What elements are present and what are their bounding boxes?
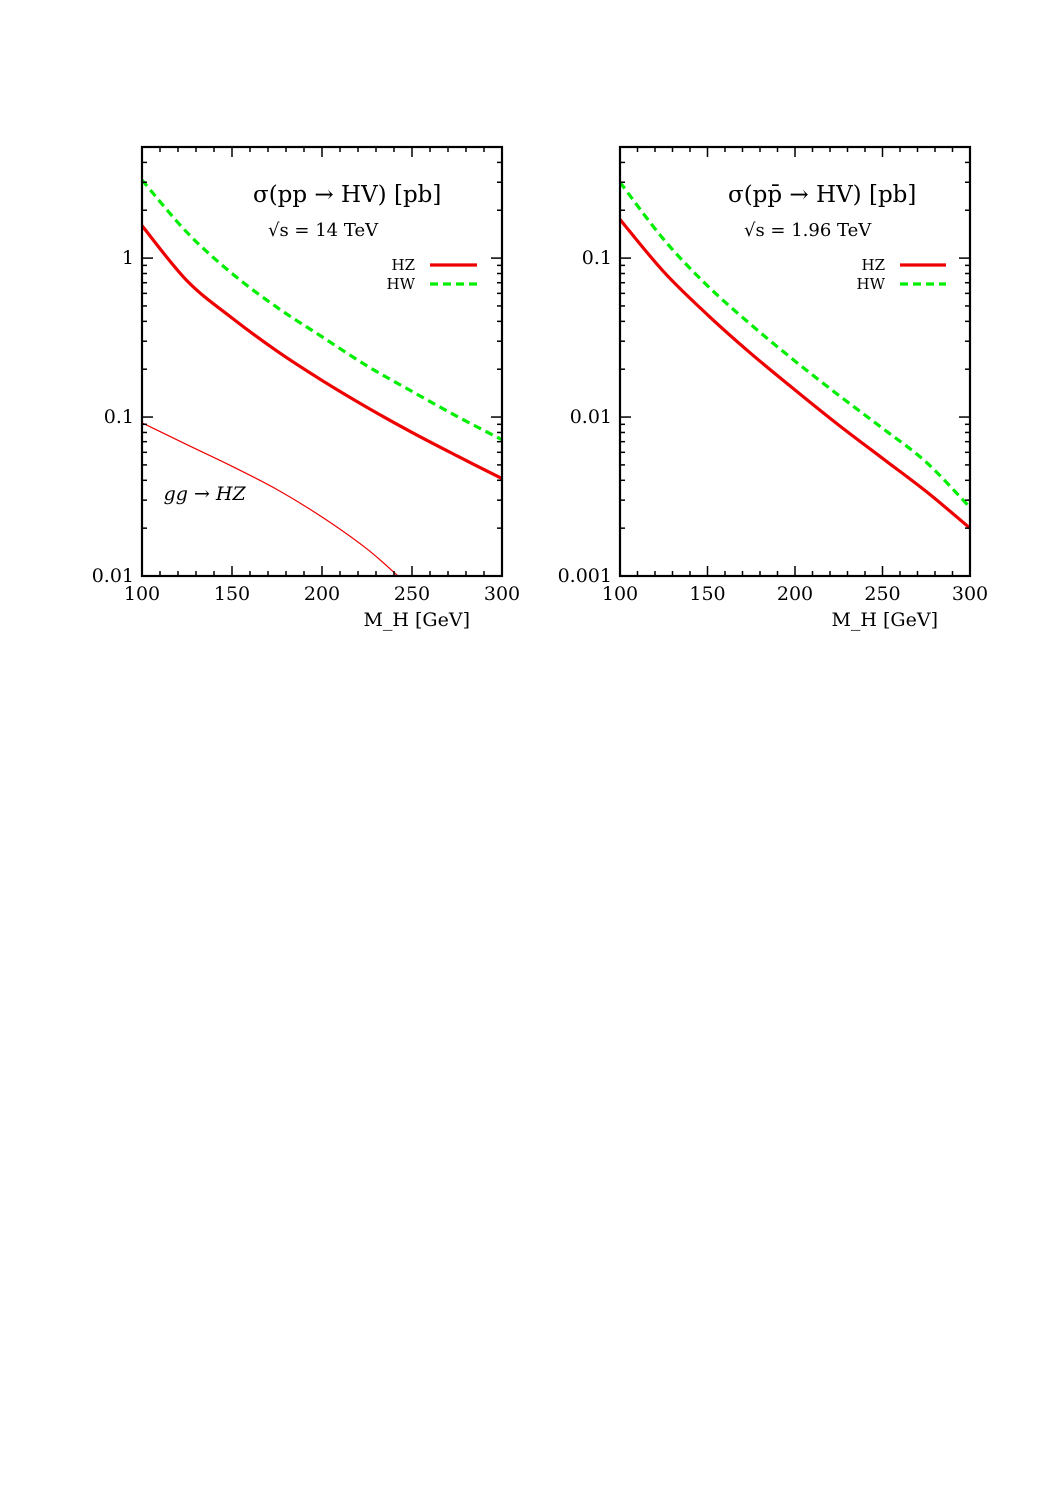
x-tick-label: 300 [484,583,520,605]
series-line-hz [620,218,970,530]
y-tick-label: 0.1 [104,406,134,428]
right-chart-panel: 100 150 200 250 300 0.001 0.01 0.1 M_H [GeV] σ(pp… [558,145,988,631]
x-tick-label: 300 [952,583,988,605]
x-tick-label: 250 [864,583,900,605]
series-line-gg-hz [142,422,399,576]
series-line-hw [142,178,502,442]
x-tick-label: 150 [689,583,725,605]
x-tick-label: 250 [394,583,430,605]
x-tick-label: 200 [304,583,340,605]
x-tick-label: 200 [777,583,813,605]
x-axis-label: M_H [GeV] [363,609,470,631]
x-tick-label: 150 [214,583,250,605]
annotation-gg-hz: gg → HZ [164,483,247,505]
plot-frame [140,145,504,578]
x-axis-label: M_H [GeV] [831,609,938,631]
chart-title: σ(pp̄ → HV) [pb] [728,182,916,208]
collision-energy: √s = 1.96 TeV [744,220,872,241]
plot-area [142,178,502,576]
legend-label-hw: HW [387,275,416,293]
legend-label-hz: HZ [861,256,885,274]
left-chart-panel: 100 150 200 250 300 0.01 0.1 1 M_H [GeV] σ(pp → H… [92,145,520,631]
x-tick-label: 100 [124,583,160,605]
x-tick-label: 100 [602,583,638,605]
series-line-hw [620,181,970,509]
chart-title: σ(pp → HV) [pb] [253,182,441,208]
series-line-hz [142,224,502,481]
y-tick-label: 0.01 [570,406,612,428]
collision-energy: √s = 14 TeV [268,220,379,241]
y-tick-label: 0.1 [582,247,612,269]
legend-label-hw: HW [857,275,886,293]
y-tick-label: 1 [122,247,134,269]
plot-area [620,181,970,530]
legend-label-hz: HZ [391,256,415,274]
y-tick-label: 0.01 [92,565,134,587]
y-tick-label: 0.001 [558,565,612,587]
